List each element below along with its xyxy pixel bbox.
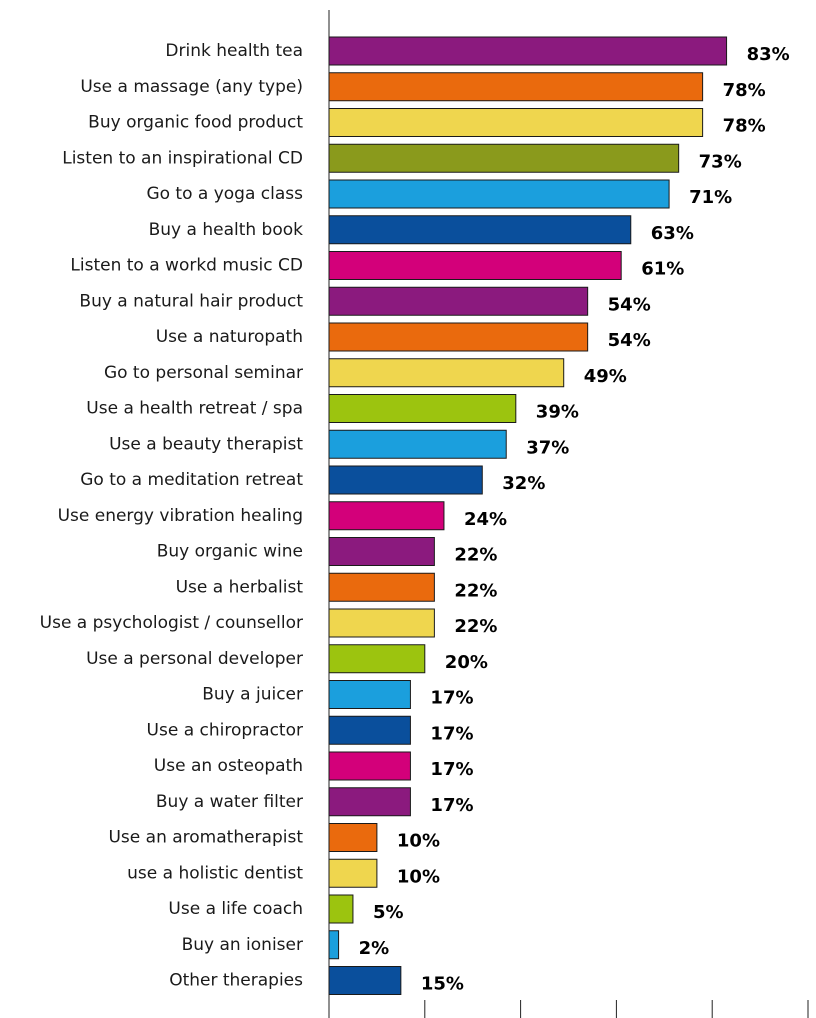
bars-group — [328, 36, 728, 995]
value-label: 15% — [421, 974, 464, 995]
value-label: 10% — [397, 866, 440, 887]
bar-6 — [328, 251, 622, 280]
bar-9 — [328, 358, 565, 388]
category-label: Use a health retreat / spa — [86, 399, 303, 419]
bar-2 — [328, 108, 704, 137]
category-label: Go to a yoga class — [146, 184, 303, 204]
bar-12 — [328, 465, 483, 495]
value-label: 61% — [641, 259, 684, 280]
value-label: 2% — [359, 938, 390, 959]
value-label: 78% — [723, 80, 766, 101]
category-label: Use an aromatherapist — [108, 828, 303, 848]
category-label: Use a herbalist — [176, 577, 304, 597]
value-label: 17% — [430, 723, 473, 744]
bar-3 — [328, 143, 680, 173]
value-label: 37% — [526, 437, 569, 458]
value-label: 17% — [430, 795, 473, 816]
category-label: Buy a health book — [149, 220, 304, 240]
value-labels: 83% 78% 78% 73% 71% 63% 61% 54% 54% 49%39% 37% 32% 2… — [359, 44, 790, 995]
bar-5 — [328, 215, 632, 245]
category-label: Use a beauty therapist — [109, 434, 303, 454]
value-label: 22% — [454, 580, 497, 601]
value-label: 24% — [464, 509, 507, 530]
category-label: Buy an ioniser — [182, 935, 303, 955]
value-label: 39% — [536, 402, 579, 423]
category-label: use a holistic dentist — [127, 863, 303, 883]
value-label: 54% — [608, 330, 651, 351]
value-label: 5% — [373, 902, 404, 923]
bar-15 — [328, 572, 435, 602]
bar-19 — [328, 715, 411, 745]
category-label: Drink health tea — [165, 41, 303, 61]
value-label: 73% — [699, 151, 742, 172]
bar-13 — [328, 501, 445, 531]
value-label: 83% — [747, 44, 790, 65]
bar-17 — [328, 644, 426, 674]
bar-21 — [328, 787, 411, 817]
bar-8 — [328, 322, 589, 352]
category-label: Use a massage (any type) — [80, 77, 303, 97]
category-label: Listen to an inspirational CD — [62, 148, 303, 168]
value-label: 71% — [689, 187, 732, 208]
value-label: 17% — [430, 688, 473, 709]
value-label: 17% — [430, 759, 473, 780]
bar-14 — [328, 537, 435, 566]
bar-25 — [328, 930, 340, 960]
value-label: 54% — [608, 294, 651, 315]
category-label: Go to a meditation retreat — [80, 470, 303, 490]
category-label: Go to personal seminar — [104, 363, 303, 383]
category-label: Use an osteopath — [154, 756, 303, 776]
value-label: 22% — [454, 545, 497, 566]
category-label: Use a personal developer — [86, 649, 303, 669]
bar-20 — [328, 751, 411, 781]
category-label: Use a psychologist / counsellor — [40, 613, 303, 633]
category-label: Buy organic wine — [157, 542, 303, 562]
bar-26 — [328, 966, 402, 995]
category-label: Use a chiropractor — [147, 720, 303, 740]
value-label: 10% — [397, 831, 440, 852]
x-axis-ticks — [328, 1000, 809, 1018]
bar-4 — [328, 179, 670, 209]
category-labels: Drink health tea Use a massage (any type)… — [40, 41, 304, 991]
value-label: 22% — [454, 616, 497, 637]
value-label: 49% — [584, 366, 627, 387]
category-label: Use a naturopath — [156, 327, 303, 347]
value-label: 63% — [651, 223, 694, 244]
bar-1 — [328, 72, 704, 102]
bar-22 — [328, 823, 378, 852]
category-label: Listen to a workd music CD — [70, 256, 303, 276]
bar-0 — [328, 36, 728, 66]
category-label: Buy a water filter — [156, 792, 303, 812]
category-label: Other therapies — [169, 971, 303, 991]
category-label: Use a life coach — [168, 899, 303, 919]
bar-16 — [328, 608, 435, 638]
category-label: Use energy vibration healing — [58, 506, 303, 526]
bar-11 — [328, 429, 507, 459]
category-label: Buy organic food product — [88, 113, 303, 133]
value-label: 20% — [445, 652, 488, 673]
bar-10 — [328, 394, 517, 423]
value-label: 32% — [502, 473, 545, 494]
category-label: Buy a natural hair product — [79, 291, 303, 311]
bar-24 — [328, 894, 354, 924]
bar-7 — [328, 286, 589, 316]
bar-18 — [328, 680, 411, 709]
value-label: 78% — [723, 116, 766, 137]
category-label: Buy a juicer — [202, 685, 303, 705]
bar-23 — [328, 858, 378, 888]
